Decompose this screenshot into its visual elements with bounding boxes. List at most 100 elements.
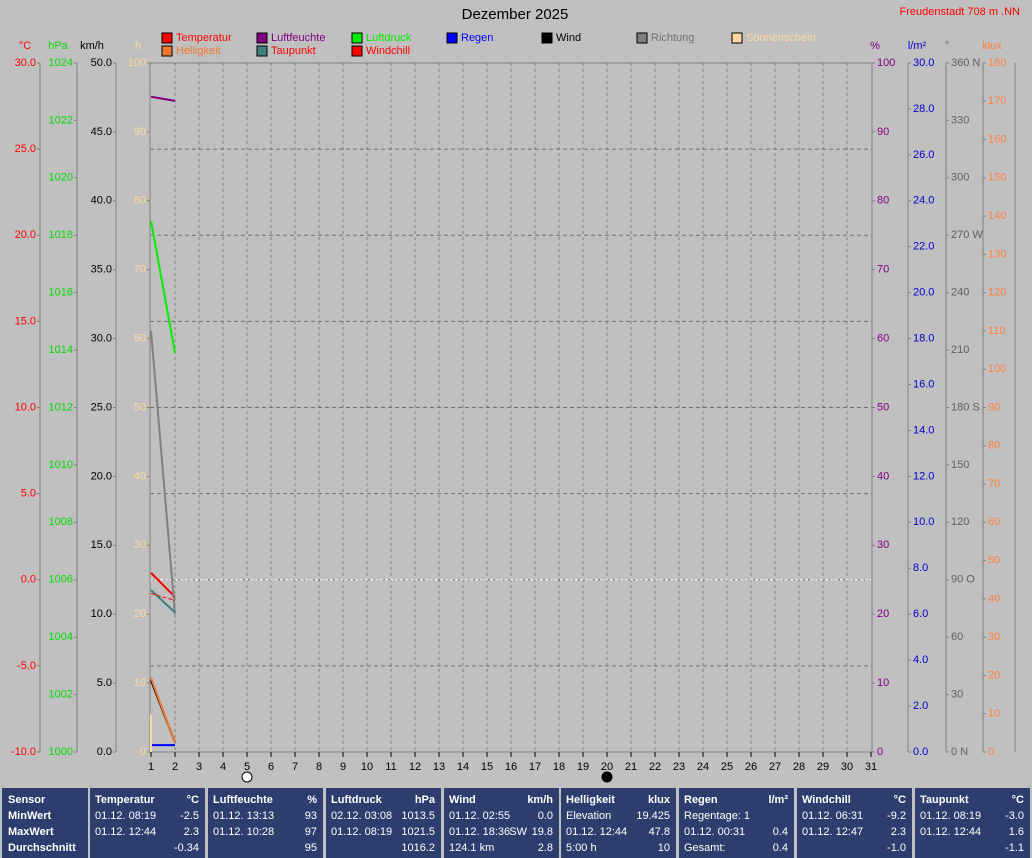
legend-label: Luftdruck	[366, 32, 412, 44]
y-tick-label: 8.0	[913, 562, 928, 574]
legend-label: Temperatur	[176, 32, 232, 44]
row-label: MinWert	[8, 810, 52, 822]
chart-title: Dezember 2025	[462, 6, 569, 23]
legend-label: Taupunkt	[271, 45, 316, 57]
x-tick-label: 21	[625, 761, 637, 773]
y-tick-label: 10	[134, 677, 146, 689]
y-tick-label: 25.0	[91, 401, 112, 413]
series-line	[150, 95, 176, 102]
y-tick-label: 50	[988, 555, 1000, 567]
y-tick-label: 20.0	[15, 229, 36, 241]
x-tick-label: 17	[529, 761, 541, 773]
x-tick-label: 8	[316, 761, 322, 773]
stat-text: Regentage: 1	[684, 810, 751, 822]
y-tick-label: 0.0	[913, 746, 928, 758]
y-tick-label: 120	[988, 287, 1006, 299]
y-tick-label: 100	[877, 57, 895, 69]
y-tick-label: 330	[951, 114, 969, 126]
y-tick-label: 70	[877, 264, 889, 276]
series-line	[150, 220, 176, 354]
y-tick-label: 20	[134, 608, 146, 620]
y-tick-label: 60	[951, 631, 963, 643]
y-tick-label: 0	[877, 746, 883, 758]
stat-value: 0.4	[772, 842, 788, 854]
y-tick-label: 5.0	[97, 677, 112, 689]
x-tick-label: 28	[793, 761, 805, 773]
stat-text: 02.12. 03:08	[331, 810, 393, 822]
stat-text: 01.12. 12:44	[95, 826, 157, 838]
y-tick-label: 15.0	[15, 315, 36, 327]
y-tick-label: 210	[951, 344, 969, 356]
legend-label: Windchill	[366, 45, 410, 57]
y-tick-label: 360 N	[951, 57, 980, 69]
x-tick-label: 9	[340, 761, 346, 773]
x-tick-label: 20	[601, 761, 613, 773]
y-tick-label: 26.0	[913, 149, 934, 161]
bar	[150, 714, 152, 752]
series-line	[150, 330, 176, 615]
x-tick-label: 24	[697, 761, 709, 773]
legend-label: Luftfeuchte	[271, 32, 325, 44]
y-tick-label: 130	[988, 248, 1006, 260]
new-moon	[601, 771, 613, 783]
stat-value: 0.0	[537, 810, 553, 822]
x-tick-label: 7	[292, 761, 298, 773]
axis-unit: h	[135, 40, 141, 52]
y-tick-label: 40	[988, 593, 1000, 605]
stat-value: 1016.2	[401, 842, 435, 854]
stat-value: -3.0	[1005, 810, 1024, 822]
y-tick-label: 120	[951, 516, 969, 528]
stat-value: -1.0	[887, 842, 906, 854]
y-tick-label: 22.0	[913, 241, 934, 253]
y-tick-label: 90 O	[951, 574, 975, 586]
stat-text: 01.12. 08:19	[95, 810, 157, 822]
axis-unit: °C	[19, 40, 31, 52]
stat-value: 2.3	[183, 826, 199, 838]
y-tick-label: 80	[877, 195, 889, 207]
y-tick-label: 45.0	[91, 126, 112, 138]
x-tick-label: 1	[148, 761, 154, 773]
group-title: Luftdruck	[331, 794, 382, 806]
y-tick-label: 90	[877, 126, 889, 138]
y-tick-label: 10.0	[15, 401, 36, 413]
y-tick-label: 20.0	[913, 287, 934, 299]
x-tick-label: 18	[553, 761, 565, 773]
group-unit: °C	[1011, 794, 1024, 806]
stat-value: 93	[304, 810, 317, 822]
stats-box: Windchill °C 01.12. 06:31 -9.2 01.12. 12:47 2…	[797, 788, 912, 858]
stat-value: -2.5	[180, 810, 199, 822]
stat-text: SW	[509, 826, 527, 838]
y-tick-label: 25.0	[15, 143, 36, 155]
stat-value: 19.425	[636, 810, 670, 822]
y-tick-label: 24.0	[913, 195, 934, 207]
stat-text: 124.1 km	[449, 842, 495, 854]
group-unit: l/m²	[768, 794, 788, 806]
y-tick-label: 80	[134, 195, 146, 207]
y-tick-label: 2.0	[913, 700, 928, 712]
y-tick-label: 110	[988, 325, 1006, 337]
stats-box: Temperatur °C 01.12. 08:19 -2.5 01.12. 12:44…	[90, 788, 205, 858]
stat-text: 01.12. 12:44	[920, 826, 982, 838]
stat-text: 01.12. 12:44	[566, 826, 628, 838]
group-title: Helligkeit	[566, 794, 615, 806]
group-title: Taupunkt	[920, 794, 969, 806]
legend-label: Regen	[461, 32, 493, 44]
x-tick-label: 30	[841, 761, 853, 773]
y-tick-label: 150	[951, 459, 969, 471]
legend-label: Richtung	[651, 32, 694, 44]
stats-header: Sensor	[8, 794, 46, 806]
x-tick-label: 11	[385, 761, 396, 773]
legend-swatch	[351, 32, 363, 44]
stat-value: 1013.5	[401, 810, 435, 822]
stat-text: 01.12. 08:19	[331, 826, 393, 838]
y-tick-label: 35.0	[91, 264, 112, 276]
series-line	[150, 589, 176, 614]
y-tick-label: -10.0	[11, 746, 36, 758]
x-tick-label: 12	[409, 761, 421, 773]
x-tick-label: 2	[172, 761, 178, 773]
x-tick-label: 19	[577, 761, 589, 773]
y-tick-label: 60	[877, 333, 889, 345]
stat-text: 01.12. 13:13	[213, 810, 275, 822]
group-unit: °C	[893, 794, 906, 806]
